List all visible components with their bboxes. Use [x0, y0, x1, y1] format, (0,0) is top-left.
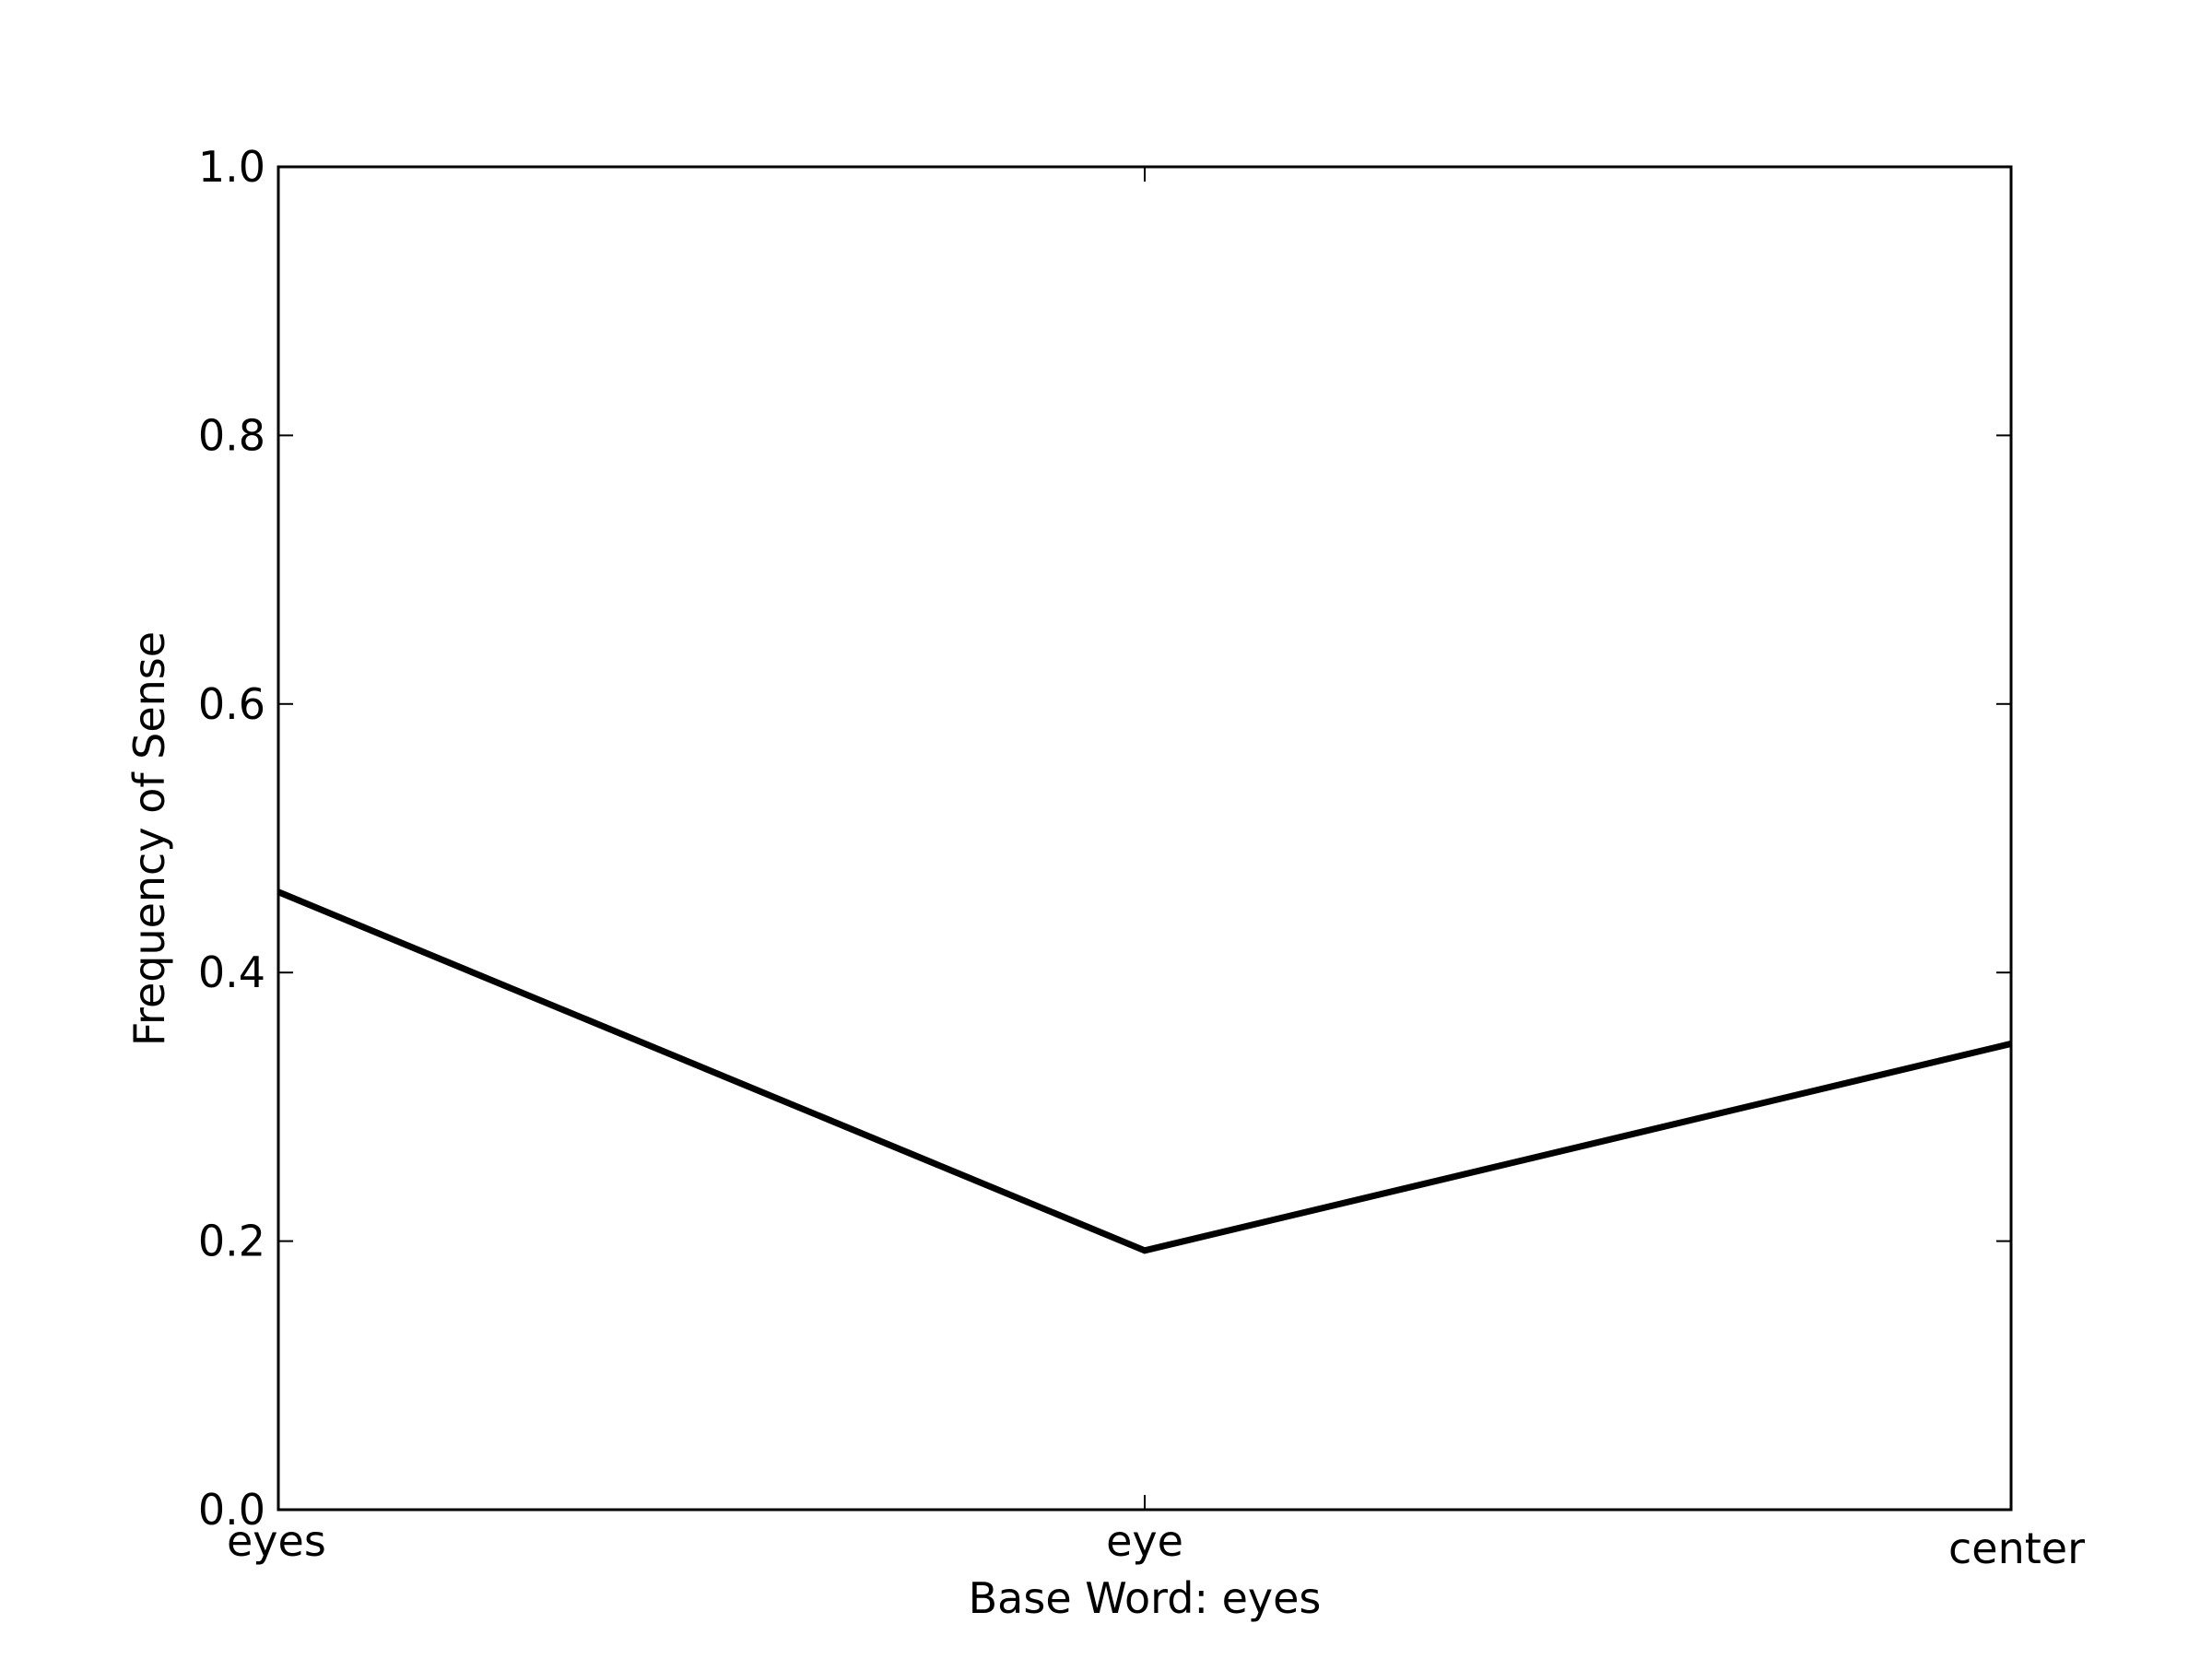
plot-area-frame: [276, 165, 2013, 1512]
y-axis-tick-labels: 0.0 0.2 0.4 0.6 0.8 1.0: [198, 142, 265, 1535]
y-axis-label: Frequency of Sense: [124, 631, 174, 1046]
x-axis-tick-labels: eyes eye center: [227, 1516, 2085, 1573]
y-tick-label: 0.8: [198, 410, 265, 460]
y-tick-label: 0.2: [198, 1217, 265, 1266]
series-line-0: [276, 888, 2012, 1254]
x-tick-label: eye: [1106, 1516, 1183, 1566]
series-layer: [276, 888, 2012, 1254]
y-tick-label: 1.0: [198, 142, 265, 192]
x-axis-ticks: [277, 167, 2012, 1510]
x-tick-label: eyes: [227, 1516, 326, 1566]
x-tick-label: center: [1948, 1524, 2085, 1573]
y-axis-ticks: [278, 166, 2011, 1511]
x-axis-label: Base Word: eyes: [969, 1573, 1322, 1623]
y-tick-label: 0.0: [198, 1485, 265, 1535]
y-tick-label: 0.6: [198, 679, 265, 729]
y-tick-label: 0.4: [198, 947, 265, 997]
